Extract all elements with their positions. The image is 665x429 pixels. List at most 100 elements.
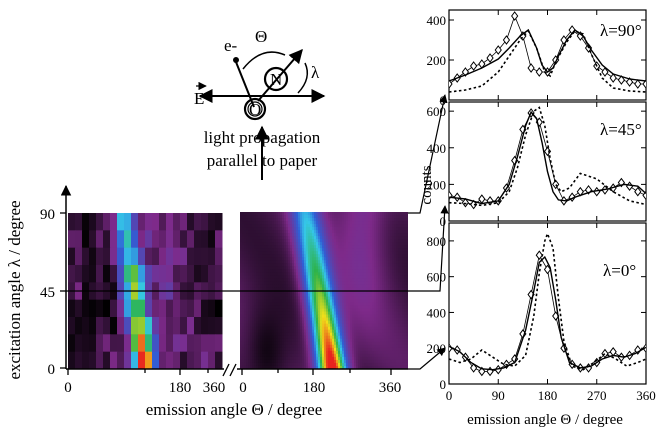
heatmap-sim-cell (254, 335, 257, 340)
heatmap-sim-cell (296, 245, 299, 249)
heatmap-sim-cell (384, 215, 387, 219)
heatmap-sim-cell (366, 218, 369, 222)
heatmap-sim-cell (368, 269, 371, 273)
heatmap-sim-cell (276, 215, 279, 219)
heatmap-sim-cell (330, 269, 333, 273)
heatmap-sim-cell (390, 356, 393, 361)
heatmap-sim-cell (252, 275, 255, 280)
heatmap-sim-cell (298, 317, 301, 322)
heatmap-sim-cell (384, 356, 387, 361)
heatmap-sim-cell (314, 245, 317, 249)
heatmap-sim-cell (380, 293, 383, 298)
heatmap-sim-cell (256, 320, 259, 325)
heatmap-sim-cell (360, 275, 363, 280)
heatmap-sim-cell (386, 305, 389, 310)
heatmap-sim-cell (266, 365, 269, 369)
heatmap-sim-cell (382, 308, 385, 313)
heatmap-sim-cell (396, 359, 399, 364)
heatmap-sim-cell (344, 314, 347, 319)
heatmap-sim-cell (246, 215, 249, 219)
heatmap-sim-cell (272, 329, 275, 334)
heatmap-sim-cell (324, 290, 327, 295)
heatmap-sim-cell (292, 233, 295, 237)
heatmap-sim-cell (282, 308, 285, 313)
heatmap-exp-cell (103, 247, 111, 266)
heatmap-sim-cell (376, 272, 379, 276)
heatmap-sim-cell (294, 311, 297, 316)
heatmap-sim-cell (336, 227, 339, 231)
heatmap-sim-cell (348, 275, 351, 280)
heatmap-sim-cell (320, 314, 323, 319)
heatmap-sim-cell (376, 332, 379, 337)
heatmap-sim-cell (284, 269, 287, 273)
heatmap-sim-cell (262, 311, 265, 316)
heatmap-sim-cell (258, 344, 261, 349)
heatmap-sim-cell (246, 356, 249, 361)
heatmap-sim-cell (292, 320, 295, 325)
heatmap-sim-cell (308, 272, 311, 276)
heatmap-sim-cell (392, 347, 395, 352)
heatmap-sim-cell (316, 266, 319, 270)
heatmap-sim-cell (282, 287, 285, 292)
heatmap-sim-cell (350, 218, 353, 222)
heatmap-sim-cell (314, 242, 317, 246)
heatmap-sim-cell (378, 299, 381, 304)
heatmap-sim-cell (256, 212, 259, 216)
heatmap-sim-cell (340, 317, 343, 322)
heatmap-sim-cell (252, 362, 255, 367)
heatmap-sim-cell (312, 314, 315, 319)
heatmap-sim-cell (340, 302, 343, 307)
heatmap-sim-cell (274, 353, 277, 358)
heatmap-sim-cell (240, 251, 243, 255)
heatmap-sim-cell (362, 326, 365, 331)
heatmap-sim-cell (270, 359, 273, 364)
heatmap-sim-cell (294, 242, 297, 246)
heatmap-sim-cell (350, 356, 353, 361)
heatmap-sim-cell (384, 287, 387, 292)
heatmap-sim-cell (262, 245, 265, 249)
heatmap-sim-cell (278, 236, 281, 240)
heatmap-sim-cell (382, 314, 385, 319)
heatmap-sim-cell (270, 269, 273, 273)
heatmap-sim-cell (268, 317, 271, 322)
heatmap-sim-cell (394, 275, 397, 280)
heatmap-sim-cell (268, 284, 271, 289)
heatmap-sim-cell (362, 314, 365, 319)
heatmap-sim-cell (280, 290, 283, 295)
heatmap-sim-cell (358, 242, 361, 246)
heatmap-sim-cell (386, 257, 389, 261)
heatmap-sim-cell (248, 224, 251, 228)
heatmap-sim-cell (254, 305, 257, 310)
heatmap-sim-cell (288, 332, 291, 337)
heatmap-sim-cell (284, 335, 287, 340)
heatmap-sim-cell (374, 329, 377, 334)
heatmap-sim-cell (394, 359, 397, 364)
heatmap-sim-cell (400, 272, 403, 276)
heatmap-exp-cell (215, 351, 223, 370)
heatmap-exp-cell (110, 351, 118, 370)
heatmap-sim-cell (244, 299, 247, 304)
heatmap-sim-cell (402, 317, 405, 322)
heatmap-sim-cell (298, 311, 301, 316)
heatmap-sim-cell (394, 332, 397, 337)
heatmap-sim-cell (268, 242, 271, 246)
heatmap-sim-cell (252, 272, 255, 276)
heatmap-sim-cell (254, 245, 257, 249)
heatmap-sim-cell (244, 272, 247, 276)
heatmap-sim-cell (254, 332, 257, 337)
heatmap-sim-cell (330, 215, 333, 219)
heatmap-sim-cell (244, 248, 247, 252)
heatmap-sim-cell (334, 218, 337, 222)
heatmap-sim-cell (316, 275, 319, 280)
heatmap-sim-cell (364, 236, 367, 240)
heatmap-sim-cell (352, 305, 355, 310)
heatmap-sim-cell (400, 260, 403, 264)
heatmap-sim-cell (262, 359, 265, 364)
heatmap-sim-cell (400, 284, 403, 289)
heatmap-sim-cell (288, 269, 291, 273)
heatmap-sim-cell (394, 233, 397, 237)
heatmap-exp-cell (173, 230, 181, 249)
y-tick-label-90: 90 (40, 207, 55, 223)
heatmap-sim-cell (322, 332, 325, 337)
heatmap-sim-cell (244, 287, 247, 292)
